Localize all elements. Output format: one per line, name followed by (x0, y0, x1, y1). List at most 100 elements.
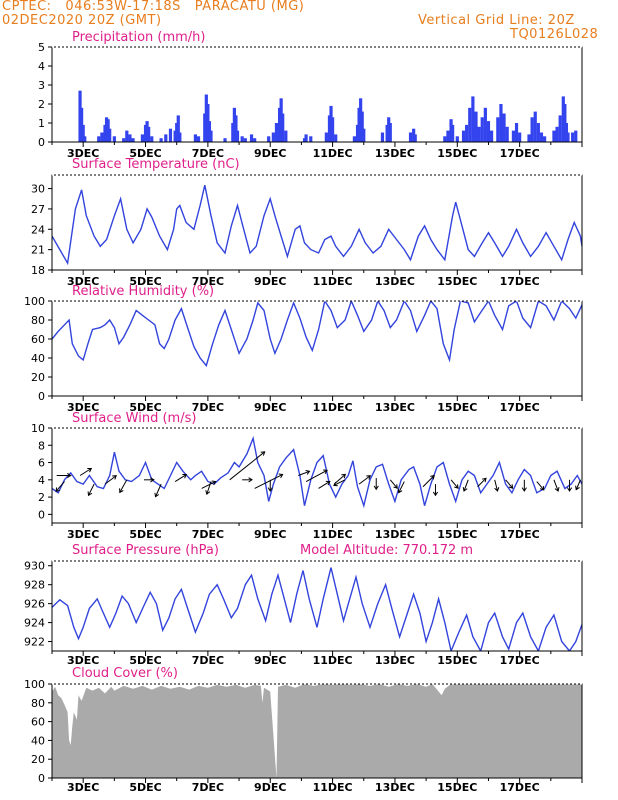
x-tick-label: 3DEC (67, 401, 99, 414)
precip-bar (571, 132, 575, 142)
y-tick-label: 922 (24, 636, 45, 649)
wind-arrowhead (521, 487, 527, 492)
precip-bar (284, 130, 288, 142)
precip-bar (533, 111, 537, 142)
x-tick-label: 11DEC (313, 781, 353, 794)
x-tick-label: 7DEC (192, 275, 224, 288)
panel-annotation: Model Altitude: 770.172 m (300, 543, 473, 558)
series-line (52, 185, 582, 266)
x-tick-label: 11DEC (313, 528, 353, 541)
wind-arrowhead (267, 487, 273, 492)
precip-bar (468, 107, 472, 142)
precip-bar (514, 123, 519, 142)
wind-arrowhead (211, 480, 217, 486)
wind-arrow (422, 475, 435, 488)
wind-arrowhead (341, 473, 346, 479)
precip-bar (209, 130, 213, 142)
y-tick-label: 0 (38, 772, 45, 785)
y-tick-label: 2 (38, 98, 45, 111)
wind-arrowhead (325, 480, 331, 486)
wind-arrow (477, 477, 487, 488)
precip-bar (413, 134, 417, 142)
precip-bar (489, 130, 494, 142)
x-tick-label: 5DEC (129, 401, 161, 414)
precip-bar (499, 104, 503, 142)
precip-bar (505, 126, 509, 142)
wind-arrowhead (205, 490, 211, 495)
precip-bar (150, 136, 154, 142)
precip-bar (465, 124, 469, 142)
precip-bar (253, 138, 257, 142)
x-tick-label: 5DEC (129, 781, 161, 794)
panel-title: Surface Temperature (nC) (72, 157, 240, 172)
cloud-area (52, 684, 582, 778)
precip-bar (304, 134, 308, 142)
wind-arrow (155, 483, 162, 497)
precip-bar (566, 132, 570, 142)
y-tick-label: 3 (38, 79, 45, 92)
header-grid-info: Vertical Grid Line: 20Z (418, 13, 575, 28)
panel-5: Cloud Cover (%) 0 20 40 60 80 100 3DEC 5DEC 7DEC 9… (24, 666, 583, 794)
y-tick-label: 18 (31, 264, 45, 277)
precip-bar (243, 138, 247, 142)
wind-arrowhead (575, 485, 580, 491)
x-tick-label: 15DEC (437, 781, 477, 794)
header-station: CPTEC: 046:53W-17:18S PARACATU (MG) (2, 0, 305, 14)
header-init-time: 02DEC2020 20Z (GMT) (2, 13, 162, 28)
x-tick-label: 15DEC (437, 528, 477, 541)
x-tick-label: 7DEC (192, 401, 224, 414)
precip-bar (330, 117, 335, 142)
precip-bar (408, 132, 413, 142)
wind-arrowhead (182, 474, 188, 479)
x-tick-label: 5DEC (129, 147, 161, 160)
precip-bar (360, 111, 364, 142)
plot-area (52, 435, 582, 509)
precip-bar (223, 138, 227, 142)
precip-bar (112, 136, 116, 142)
x-tick-label: 3DEC (67, 781, 99, 794)
precip-bar (235, 130, 240, 142)
panel-title: Surface Wind (m/s) (72, 411, 196, 426)
y-tick-label: 10 (31, 422, 45, 435)
precip-bar (483, 107, 487, 142)
y-tick-label: 60 (31, 716, 45, 729)
precip-bar (131, 138, 135, 142)
x-tick-label: 7DEC (192, 528, 224, 541)
precip-bar (128, 134, 132, 142)
x-tick-label: 11DEC (313, 275, 353, 288)
wind-arrow (536, 481, 545, 491)
x-tick-label: 7DEC (192, 147, 224, 160)
precip-bar (451, 124, 455, 142)
y-tick-label: 21 (31, 244, 45, 257)
y-tick-label: 60 (31, 333, 45, 346)
x-tick-label: 9DEC (254, 528, 286, 541)
y-tick-label: 926 (24, 598, 45, 611)
precip-bar (486, 121, 491, 142)
x-tick-label: 3DEC (67, 147, 99, 160)
y-tick-label: 27 (31, 203, 45, 216)
series-line (52, 435, 582, 509)
panel-title: Relative Humidity (%) (72, 284, 214, 299)
x-tick-label: 11DEC (313, 147, 353, 160)
precip-bar (176, 115, 180, 142)
wind-arrowhead (278, 473, 284, 479)
precip-bar (193, 134, 198, 142)
y-tick-label: 4 (38, 60, 45, 73)
precip-bar (536, 123, 540, 142)
panel-frame (51, 300, 583, 397)
precip-bar (240, 136, 244, 142)
precip-bar (511, 130, 516, 142)
wind-arrowhead (554, 486, 560, 492)
wind-arrow (206, 481, 212, 495)
wind-arrow (119, 479, 128, 493)
panel-1: Surface Temperature (nC) 18 21 24 27 30 3DEC 5D… (31, 157, 583, 288)
x-tick-label: 15DEC (437, 401, 477, 414)
x-tick-label: 13DEC (375, 654, 415, 667)
precip-bar (480, 117, 484, 142)
precip-bar (539, 132, 544, 142)
precip-bar (249, 134, 254, 142)
wind-arrowhead (87, 468, 93, 473)
panel-2: Relative Humidity (%) 0 20 40 60 80 100 3DEC 5DE… (24, 284, 583, 414)
y-tick-label: 100 (24, 678, 45, 691)
precip-bar (502, 113, 506, 142)
